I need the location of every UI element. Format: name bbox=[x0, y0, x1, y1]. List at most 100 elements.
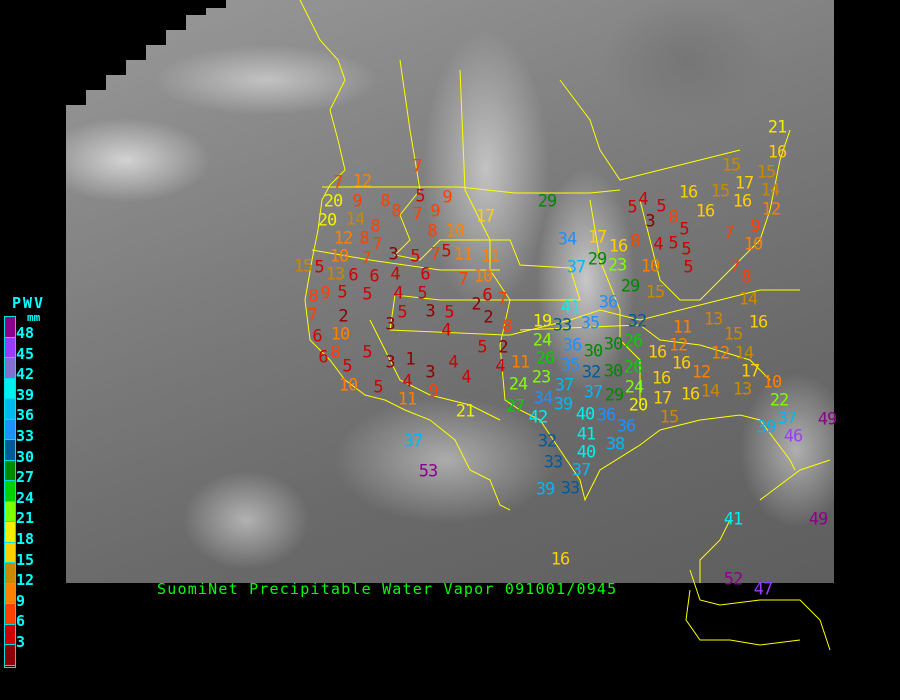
station-pwv-value: 37 bbox=[777, 408, 798, 429]
station-pwv-value: 5 bbox=[683, 257, 693, 278]
station-pwv-value: 16 bbox=[680, 384, 701, 405]
legend-color-bar bbox=[4, 316, 16, 668]
station-pwv-value: 7 bbox=[724, 222, 734, 243]
legend-swatch bbox=[5, 624, 15, 645]
legend-unit: mm bbox=[27, 311, 41, 324]
station-pwv-value: 3 bbox=[425, 362, 435, 383]
station-pwv-value: 29 bbox=[537, 191, 558, 212]
station-pwv-value: 9 bbox=[320, 283, 330, 304]
station-pwv-value: 11 bbox=[480, 246, 501, 267]
station-pwv-value: 21 bbox=[455, 401, 476, 422]
station-pwv-value: 24 bbox=[532, 330, 553, 351]
station-pwv-value: 9 bbox=[430, 201, 440, 222]
legend-label: 36 bbox=[16, 406, 35, 425]
legend-swatch bbox=[5, 440, 15, 461]
station-pwv-value: 7 bbox=[730, 256, 740, 277]
station-pwv-value: 37 bbox=[566, 257, 587, 278]
station-pwv-value: 13 bbox=[732, 379, 753, 400]
station-pwv-value: 41 bbox=[723, 509, 744, 530]
station-pwv-value: 40 bbox=[575, 404, 596, 425]
legend-label: 27 bbox=[16, 468, 35, 487]
station-pwv-value: 16 bbox=[647, 342, 668, 363]
station-pwv-value: 2 bbox=[498, 337, 508, 358]
station-pwv-value: 20 bbox=[317, 210, 338, 231]
station-pwv-value: 7 bbox=[333, 172, 343, 193]
map-caption: SuomiNet Precipitable Water Vapor 091001… bbox=[157, 580, 618, 598]
station-pwv-value: 5 bbox=[314, 257, 324, 278]
station-pwv-value: 9 bbox=[750, 216, 760, 237]
station-pwv-value: 49 bbox=[817, 409, 838, 430]
station-pwv-value: 19 bbox=[532, 311, 553, 332]
station-pwv-value: 11 bbox=[453, 244, 474, 265]
station-pwv-value: 20 bbox=[628, 395, 649, 416]
station-pwv-value: 5 bbox=[627, 197, 637, 218]
station-pwv-value: 29 bbox=[620, 276, 641, 297]
station-pwv-value: 7 bbox=[430, 244, 440, 265]
station-pwv-value: 3 bbox=[388, 244, 398, 265]
legend-label: 24 bbox=[16, 488, 35, 507]
station-pwv-value: 10 bbox=[473, 266, 494, 287]
station-pwv-value: 3 bbox=[645, 211, 655, 232]
station-pwv-value: 32 bbox=[627, 311, 648, 332]
legend-label: 45 bbox=[16, 344, 35, 363]
legend-swatch bbox=[5, 419, 15, 440]
station-pwv-value: 33 bbox=[543, 452, 564, 473]
station-pwv-value: 7 bbox=[372, 234, 382, 255]
station-pwv-value: 14 bbox=[760, 180, 781, 201]
station-pwv-value: 4 bbox=[495, 356, 505, 377]
station-pwv-value: 36 bbox=[562, 335, 583, 356]
station-pwv-value: 6 bbox=[312, 326, 322, 347]
station-pwv-value: 53 bbox=[418, 461, 439, 482]
legend-title: PWV bbox=[12, 294, 46, 312]
station-pwv-value: 32 bbox=[581, 362, 602, 383]
station-pwv-value: 2 bbox=[338, 306, 348, 327]
station-pwv-value: 52 bbox=[723, 569, 744, 590]
station-pwv-value: 36 bbox=[598, 292, 619, 313]
station-pwv-value: 11 bbox=[672, 317, 693, 338]
station-pwv-value: 17 bbox=[475, 206, 496, 227]
legend-swatch bbox=[5, 645, 15, 666]
station-pwv-value: 6 bbox=[318, 347, 328, 368]
station-pwv-value: 39 bbox=[553, 394, 574, 415]
station-pwv-value: 10 bbox=[329, 246, 350, 267]
station-pwv-value: 8 bbox=[391, 201, 401, 222]
station-pwv-value: 5 bbox=[373, 377, 383, 398]
legend-label: 39 bbox=[16, 385, 35, 404]
station-pwv-value: 2 bbox=[471, 294, 481, 315]
station-pwv-value: 8 bbox=[502, 316, 512, 337]
station-pwv-value: 33 bbox=[552, 315, 573, 336]
station-pwv-value: 37 bbox=[583, 382, 604, 403]
station-pwv-value: 5 bbox=[362, 284, 372, 305]
station-pwv-value: 17 bbox=[652, 388, 673, 409]
station-pwv-value: 4 bbox=[448, 352, 458, 373]
station-pwv-value: 3 bbox=[385, 314, 395, 335]
legend-label: 15 bbox=[16, 550, 35, 569]
legend-label: 3 bbox=[16, 633, 26, 651]
station-pwv-value: 10 bbox=[330, 324, 351, 345]
station-pwv-value: 10 bbox=[743, 234, 764, 255]
station-pwv-value: 23 bbox=[607, 255, 628, 276]
station-pwv-value: 8 bbox=[370, 216, 380, 237]
station-pwv-value: 30 bbox=[583, 341, 604, 362]
station-pwv-value: 6 bbox=[348, 265, 358, 286]
station-pwv-value: 39 bbox=[535, 479, 556, 500]
station-pwv-value: 35 bbox=[560, 355, 581, 376]
station-pwv-value: 37 bbox=[554, 375, 575, 396]
station-pwv-value: 26 bbox=[623, 331, 644, 352]
station-pwv-value: 35 bbox=[580, 313, 601, 334]
station-pwv-value: 24 bbox=[624, 377, 645, 398]
legend-label: 33 bbox=[16, 427, 35, 445]
station-pwv-value: 29 bbox=[604, 385, 625, 406]
station-pwv-value: 4 bbox=[653, 234, 663, 255]
station-pwv-value: 42 bbox=[528, 407, 549, 428]
satellite-imagery bbox=[66, 0, 834, 583]
station-pwv-value: 38 bbox=[605, 434, 626, 455]
station-pwv-value: 30 bbox=[603, 334, 624, 355]
station-pwv-value: 6 bbox=[420, 264, 430, 285]
station-pwv-value: 34 bbox=[533, 388, 554, 409]
station-pwv-value: 8 bbox=[359, 228, 369, 249]
legend-label: 9 bbox=[16, 591, 26, 610]
station-pwv-value: 32 bbox=[537, 431, 558, 452]
station-pwv-value: 13 bbox=[703, 309, 724, 330]
station-pwv-value: 4 bbox=[393, 283, 403, 304]
